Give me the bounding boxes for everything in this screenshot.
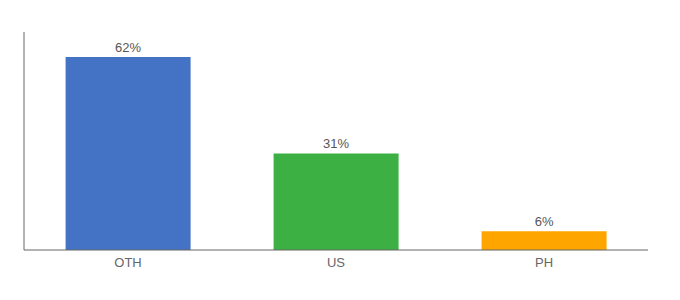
- svg-text:6%: 6%: [535, 214, 554, 229]
- svg-text:31%: 31%: [323, 136, 349, 151]
- svg-text:62%: 62%: [115, 40, 141, 55]
- svg-text:US: US: [327, 255, 345, 270]
- svg-text:PH: PH: [535, 255, 553, 270]
- svg-text:OTH: OTH: [114, 255, 141, 270]
